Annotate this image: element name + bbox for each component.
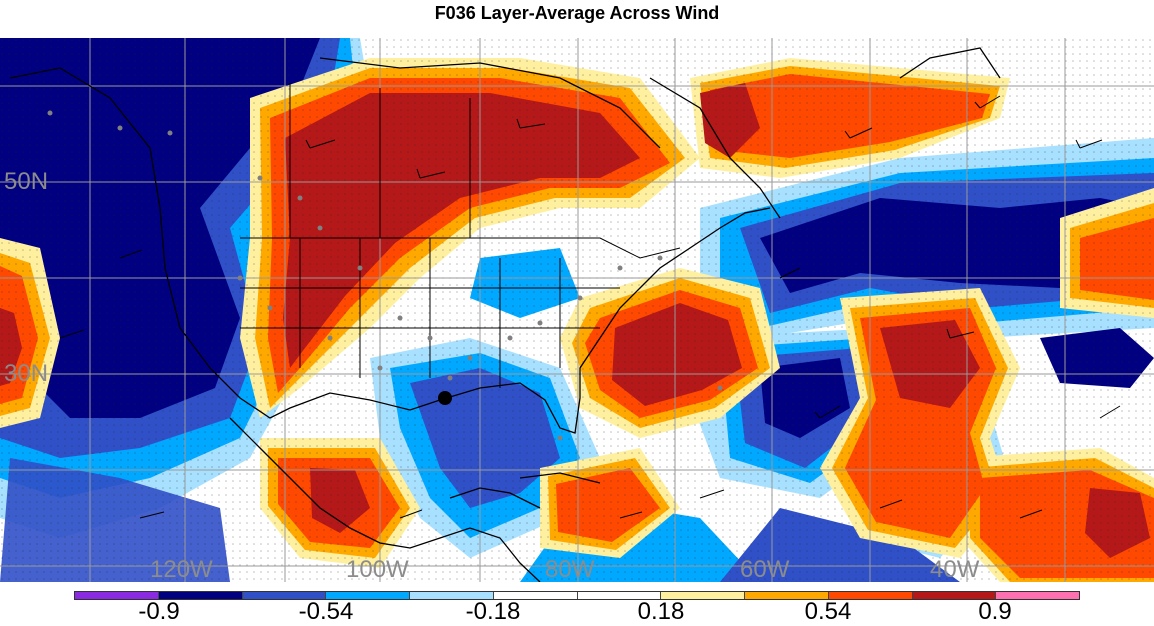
colorbar-label: 0.18 <box>637 598 685 625</box>
lon-label-100w: 100W <box>346 556 409 582</box>
colorbar-segment <box>828 592 913 599</box>
political-borders <box>240 83 681 388</box>
colorbar-segment <box>912 592 997 599</box>
colorbar-segment <box>996 592 1079 599</box>
lon-label-120w: 120W <box>150 556 213 582</box>
lon-label-80w: 80W <box>545 556 595 582</box>
colorbar-label: -0.18 <box>465 598 521 625</box>
colorbar-label: -0.9 <box>138 598 180 625</box>
colorbar <box>74 591 1080 600</box>
colorbar-segment <box>326 592 410 599</box>
colorbar-label: 0.9 <box>978 598 1012 625</box>
coastlines <box>9 47 1001 582</box>
colorbar-segment <box>75 592 159 599</box>
map-panel: 50N 30N 120W 100W 80W 60W 40W <box>0 38 1154 582</box>
lat-label-50n: 50N <box>4 168 49 195</box>
lat-lon-grid <box>0 38 1154 582</box>
wind-barbs <box>59 95 1121 519</box>
stipple-overlay <box>0 38 1154 582</box>
lat-label-30n: 30N <box>4 360 49 387</box>
lon-label-60w: 60W <box>740 556 790 582</box>
colorbar-label: 0.54 <box>804 598 852 625</box>
colorbar-segment <box>158 592 243 599</box>
lon-label-40w: 40W <box>930 556 980 582</box>
colorbar-segment <box>661 592 745 599</box>
colorbar-segment <box>493 592 578 599</box>
highlight-station-marker <box>438 391 452 405</box>
station-markers <box>47 110 723 441</box>
colorbar-segment <box>242 592 327 599</box>
map-canvas <box>0 38 1154 582</box>
colorbar-segment <box>745 592 829 599</box>
colorbar-label: -0.54 <box>298 598 354 625</box>
colorbar-segment <box>410 592 494 599</box>
colorbar-segment <box>577 592 662 599</box>
map-title: F036 Layer-Average Across Wind <box>434 3 720 23</box>
